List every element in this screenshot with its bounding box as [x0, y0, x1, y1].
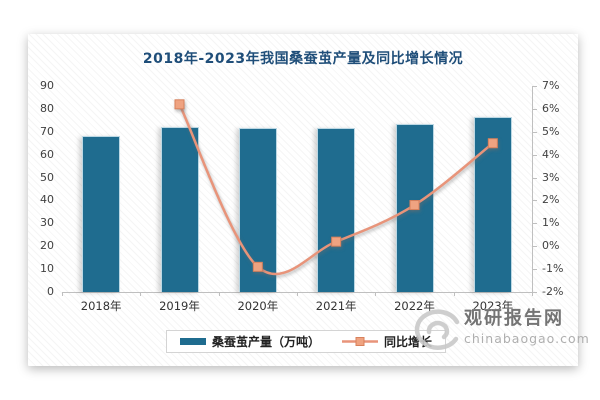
x-axis-tick: [375, 292, 377, 296]
chart-panel: 2018年-2023年我国桑蚕茧产量及同比增长情况 90 80 70 60 50 40 30…: [28, 34, 589, 366]
y-axis-right-label-6%: 6%: [542, 101, 560, 115]
bar-2018: [82, 136, 121, 292]
right-axis-tick: [532, 154, 537, 156]
y-axis-left-label-30: 30: [40, 216, 54, 230]
watermark-name: 观研报告网: [464, 308, 564, 329]
y-axis-left-label-50: 50: [40, 170, 54, 184]
legend-label-production: 桑蚕茧产量（万吨）: [211, 335, 320, 349]
legend: 桑蚕茧产量（万吨） 同比增长: [166, 330, 446, 353]
bar-2022: [395, 124, 434, 292]
x-axis-tick: [453, 292, 455, 296]
bar-2021: [317, 127, 356, 292]
y-axis-left-label-40: 40: [40, 193, 54, 207]
watermark-swirl-icon: [414, 309, 460, 350]
x-axis-label-2018: 2018年: [80, 299, 122, 313]
y-axis-left-label-80: 80: [40, 101, 54, 115]
x-axis-label-2020: 2020年: [237, 299, 279, 313]
y-axis-right-label--1%: -1%: [542, 262, 564, 276]
y-axis-right-label--2%: -2%: [542, 285, 564, 298]
y-axis-right-label-0%: 0%: [542, 239, 560, 253]
y-axis-left-label-90: 90: [40, 79, 54, 92]
bar-2019: [160, 126, 199, 292]
right-axis-tick: [532, 108, 537, 110]
bar-2023: [473, 116, 512, 292]
y-axis-right-label-2%: 2%: [542, 193, 560, 207]
right-axis-tick: [532, 269, 537, 271]
right-axis-tick: [532, 131, 537, 133]
right-axis-tick: [532, 292, 537, 293]
right-axis-tick: [532, 200, 537, 202]
line-swatch-icon: [342, 337, 378, 346]
watermark-domain: chinabaogao.com: [464, 331, 590, 346]
x-axis-tick: [218, 292, 220, 296]
y-axis-right-label-3%: 3%: [542, 170, 560, 184]
right-axis-tick: [532, 246, 537, 248]
right-axis-tick: [532, 223, 537, 225]
bar-2020: [238, 128, 277, 292]
x-axis-label-2023: 2023年: [472, 299, 514, 313]
growth-marker-2019: [174, 99, 185, 110]
x-axis-label-2019: 2019年: [159, 299, 200, 313]
y-axis-left-label-70: 70: [40, 124, 54, 138]
x-axis-label-2022: 2022年: [394, 299, 435, 313]
right-axis-tick: [532, 86, 537, 87]
watermark: 观研报告网 chinabaogao.com: [412, 308, 590, 354]
y-axis-right-label-7%: 7%: [542, 79, 560, 92]
y-axis-right-label-5%: 5%: [542, 124, 560, 138]
bar-swatch-icon: [179, 338, 206, 345]
y-axis-right-label-1%: 1%: [542, 216, 560, 230]
watermark-text: 观研报告网 chinabaogao.com: [464, 308, 590, 346]
y-axis-left-label-10: 10: [40, 262, 54, 276]
right-axis-tick: [532, 177, 537, 179]
chart-title: 2018年-2023年我国桑蚕茧产量及同比增长情况: [142, 51, 464, 67]
y-axis-left-label-20: 20: [40, 239, 54, 253]
y-axis-right-label-4%: 4%: [542, 147, 560, 161]
x-axis-tick: [532, 292, 533, 296]
x-axis-tick: [297, 292, 298, 296]
x-axis-tick: [62, 292, 63, 296]
right-axis-line: [532, 86, 533, 292]
x-axis-tick: [140, 292, 142, 296]
legend-item-production: 桑蚕茧产量（万吨）: [179, 333, 320, 350]
x-axis-label-2021: 2021年: [315, 299, 357, 313]
y-axis-left-label-60: 60: [40, 147, 54, 161]
y-axis-left-label-0: 0: [47, 285, 54, 298]
